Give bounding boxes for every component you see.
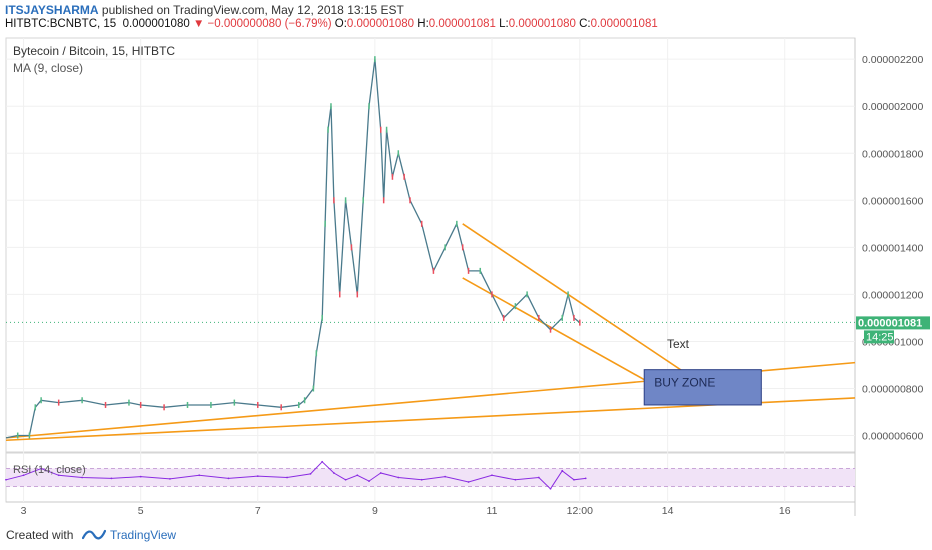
low-label: L: [499, 18, 509, 30]
ohlc-line: HITBTC:BCNBTC, 15 0.000001080 ▼ −0.00000… [5, 18, 658, 30]
rsi-point [561, 469, 564, 472]
price-chart[interactable]: 0.000002200 0.000002000 0.000001800 0.00000… [0, 0, 932, 520]
y-tick-label: 0.000001600 [862, 195, 923, 207]
rsi-point [256, 475, 259, 478]
last-price-tag [856, 316, 930, 330]
high-label: H: [417, 18, 429, 30]
last-value: 0.000001080 [122, 18, 190, 30]
countdown-tag-text: 14:25 [866, 331, 894, 343]
down-arrow-icon: ▼ [192, 18, 205, 30]
rsi-point [40, 467, 43, 470]
rsi-point [57, 474, 60, 477]
rsi-line [5, 461, 586, 490]
publish-line: ITSJAYSHARMA published on TradingView.co… [5, 3, 404, 17]
rsi-point [309, 473, 312, 475]
rsi-point [549, 487, 552, 490]
rsi-point [169, 477, 171, 480]
rsi-point [321, 460, 324, 463]
rsi-point [491, 474, 493, 477]
x-tick-label: 5 [138, 505, 144, 517]
y-tick-label: 0.000001200 [862, 289, 923, 301]
change-value: −0.000000080 (−6.79%) [207, 18, 332, 30]
close-label: C: [579, 18, 591, 30]
rsi-point [110, 477, 113, 480]
tradingview-link[interactable]: TradingView [110, 528, 177, 542]
rsi-point [368, 480, 370, 482]
rsi-point [139, 475, 142, 478]
x-tick-label: 16 [779, 505, 791, 517]
author-link[interactable]: ITSJAYSHARMA [5, 3, 99, 17]
x-tick-label: 9 [372, 505, 378, 517]
x-tick-label: 14 [662, 505, 674, 517]
buy-zone-box[interactable] [643, 369, 762, 406]
rsi-point [198, 474, 201, 477]
rsi-point [5, 478, 7, 481]
text-annotation[interactable]: Text [667, 337, 690, 351]
rsi-point [344, 478, 347, 481]
rsi-point [420, 478, 423, 481]
high-value: 0.000001081 [428, 18, 496, 30]
symbol-label: HITBTC:BCNBTC, 15 [5, 18, 117, 30]
rsi-point [22, 474, 25, 477]
y-tick-label: 0.000002200 [862, 54, 923, 66]
rsi-point [467, 481, 470, 483]
footer: Created with TradingView [0, 520, 932, 550]
rsi-point [332, 472, 335, 474]
rsi-legend[interactable]: RSI (14, close) [13, 464, 86, 476]
price-series [5, 56, 581, 439]
open-label: O: [334, 18, 347, 30]
grid [6, 38, 855, 502]
rsi-point [514, 478, 517, 481]
price-axis[interactable] [855, 38, 932, 502]
y-tick-label: 0.000000800 [862, 383, 923, 395]
last-price-tag-text: 0.000001081 [858, 317, 922, 329]
rsi-point [584, 477, 587, 480]
open-value: 0.000001080 [346, 18, 415, 30]
price-line [5, 59, 581, 439]
x-tick-label: 3 [21, 505, 27, 517]
rsi-series [5, 460, 587, 490]
tradingview-logo-icon[interactable] [82, 526, 106, 542]
x-tick-label: 11 [487, 505, 498, 517]
chart-title: Bytecoin / Bitcoin, 15, HITBTC [13, 44, 175, 58]
ma-legend[interactable]: MA (9, close) [13, 61, 83, 75]
y-tick-label: 0.000001800 [862, 148, 923, 160]
rsi-point [573, 478, 575, 481]
trendlines[interactable] [5, 223, 856, 442]
created-with-label: Created with [6, 528, 74, 542]
rsi-point [286, 476, 288, 479]
low-value: 0.000001080 [508, 18, 576, 30]
y-tick-label: 0.000001400 [862, 242, 923, 254]
x-tick-label: 12:00 [567, 505, 593, 517]
rsi-point [444, 475, 447, 478]
y-tick-labels: 0.000002200 0.000002000 0.000001800 0.00000… [862, 54, 923, 442]
y-tick-label: 0.000000600 [862, 431, 923, 443]
y-tick-label: 0.000002000 [862, 101, 923, 113]
rsi-band-fill [6, 468, 855, 487]
buy-zone-label[interactable]: BUY ZONE [654, 376, 715, 390]
published-text: published on TradingView.com, May 12, 20… [101, 3, 404, 17]
x-tick-labels: 3 5 7 9 11 12:00 14 16 [21, 505, 791, 517]
rsi-point [537, 476, 540, 479]
close-value: 0.000001081 [590, 18, 658, 30]
rsi-point [227, 477, 230, 480]
rsi-point [356, 474, 359, 477]
rsi-point [81, 476, 84, 479]
x-tick-label: 7 [255, 505, 261, 517]
rsi-point [397, 476, 400, 479]
rsi-point [379, 472, 382, 474]
countdown-tag [864, 330, 894, 344]
rsi-band [6, 468, 855, 487]
